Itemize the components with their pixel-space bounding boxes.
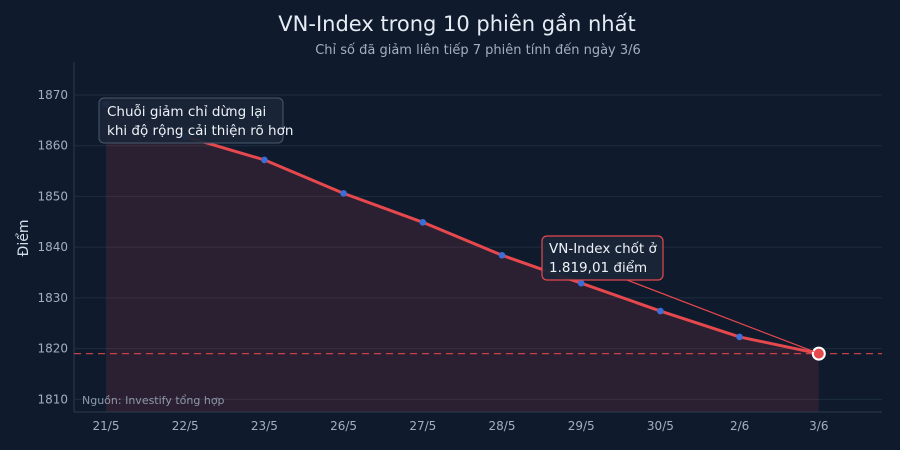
data-point (498, 251, 506, 259)
y-axis-ticks: 1810 1820 1830 1840 1850 1860 1870 (37, 88, 68, 406)
last-point (811, 346, 826, 361)
y-tick-label: 1810 (37, 392, 68, 406)
annotation-box (98, 97, 284, 144)
annotation-text: Chuỗi giảm chỉ dừng lại (107, 103, 266, 120)
x-tick-label: 23/5 (251, 419, 278, 433)
source-note: Nguồn: Investify tổng hợp (82, 394, 225, 407)
annotation-text: VN-Index chốt ở (549, 240, 657, 257)
data-point (657, 307, 664, 315)
x-tick-label: 2/6 (730, 419, 749, 433)
x-tick-label: 26/5 (330, 419, 357, 433)
x-tick-label: 28/5 (489, 419, 516, 433)
x-tick-label: 29/5 (568, 419, 595, 433)
x-tick-label: 22/5 (172, 419, 199, 433)
data-point (340, 190, 347, 197)
chart-title: VN-Index trong 10 phiên gần nhất (278, 12, 635, 36)
annotation-text: 1.819,01 điểm (549, 259, 647, 276)
y-tick-label: 1870 (37, 88, 68, 102)
grid-lines (74, 94, 882, 400)
area-fill (106, 104, 819, 413)
x-tick-label: 21/5 (93, 419, 120, 433)
y-tick-label: 1820 (37, 342, 68, 356)
x-tick-label: 27/5 (409, 419, 436, 433)
y-axis-label: Điểm (15, 220, 32, 257)
annotation-box (541, 235, 664, 281)
annotation-text: khi độ rộng cải thiện rõ hơn (107, 123, 293, 139)
data-point (261, 156, 268, 164)
data-point (419, 218, 427, 226)
y-tick-label: 1850 (37, 189, 68, 203)
data-point (577, 279, 585, 287)
x-axis-ticks: 21/5 22/5 23/5 26/5 27/5 28/5 29/5 30/5 2/6 3/6 (93, 419, 829, 433)
annotations: Chuỗi giảm chỉ dừng lại khi độ rộng cải t… (98, 97, 815, 353)
data-point (736, 333, 743, 341)
x-tick-label: 30/5 (647, 419, 674, 433)
x-tick-label: 3/6 (809, 419, 828, 433)
annotation-arrow (626, 279, 815, 353)
chart-subtitle: Chỉ số đã giảm liên tiếp 7 phiên tính đế… (315, 43, 641, 58)
y-tick-label: 1830 (37, 291, 68, 305)
y-tick-label: 1860 (37, 139, 68, 153)
y-tick-label: 1840 (37, 240, 68, 254)
